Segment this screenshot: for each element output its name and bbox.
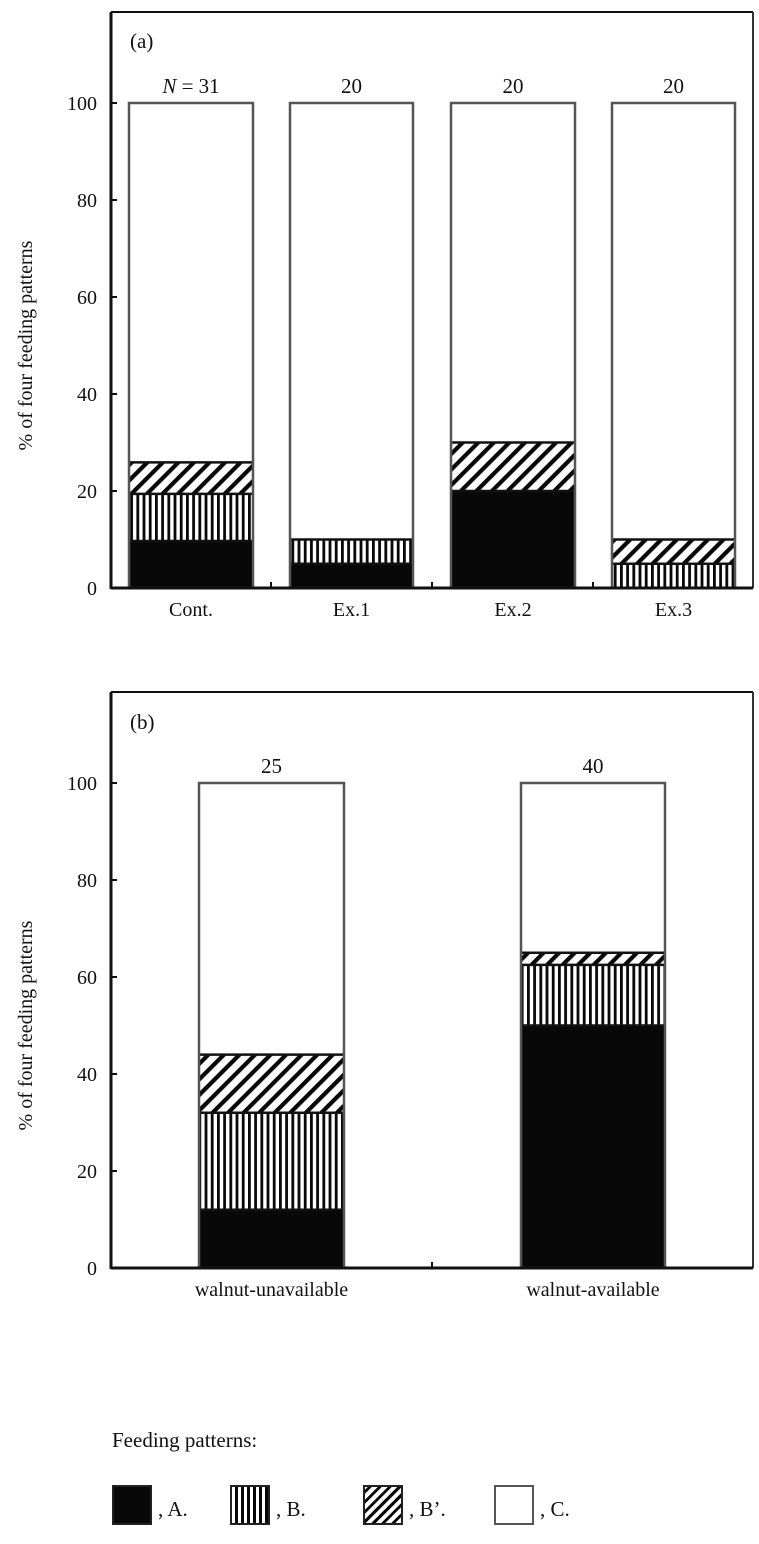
y-tick-label: 80 xyxy=(77,870,97,892)
bar-segment-b-prime xyxy=(129,462,253,494)
bar-ex-3 xyxy=(610,101,737,590)
bar-segment-b-prime xyxy=(199,1054,344,1113)
bar-segment-b xyxy=(129,493,253,541)
legend-item-a: , A. xyxy=(112,1484,188,1526)
y-tick-label: 40 xyxy=(77,1064,97,1086)
sample-size-label: 20 xyxy=(341,74,362,98)
y-tick-label: 0 xyxy=(87,1258,97,1280)
bar-ex-1 xyxy=(288,101,415,590)
bar-cont xyxy=(127,101,255,590)
bar-segment-a xyxy=(521,1025,665,1268)
legend-swatch-solid xyxy=(112,1485,152,1525)
x-tick-label: Cont. xyxy=(169,599,213,621)
y-axis-label: % of four feeding patterns xyxy=(15,240,37,450)
bar-segment-c xyxy=(129,102,253,463)
legend-label-c: , C. xyxy=(540,1496,570,1521)
legend-label-a: , A. xyxy=(158,1496,188,1521)
x-tick-label: walnut-unavailable xyxy=(195,1279,348,1301)
x-tick-label: Ex.2 xyxy=(494,599,531,621)
x-tick-label: Ex.1 xyxy=(333,599,370,621)
y-tick-label: 20 xyxy=(77,1161,97,1183)
sample-size-label: 25 xyxy=(261,754,282,778)
legend-title: Feeding patterns: xyxy=(112,1428,258,1452)
sample-size-label: 20 xyxy=(503,74,524,98)
panel-a: % of four feeding patterns (a) N = 31 Cont.… xyxy=(15,11,754,621)
legend-swatch-blank xyxy=(494,1485,534,1525)
legend-swatch-vertical-stripes xyxy=(230,1485,270,1525)
bar-segment-b xyxy=(612,563,735,588)
bar-ex-2 xyxy=(449,101,577,590)
legend-item-c: , C. xyxy=(494,1484,570,1526)
bar-segment-c xyxy=(521,783,665,953)
sample-size-label: N = 31 xyxy=(161,74,219,98)
sample-size-label: 20 xyxy=(663,74,684,98)
y-tick-label: 60 xyxy=(77,287,97,309)
y-tick-label: 60 xyxy=(77,967,97,989)
panel-b: % of four feeding patterns (b) 25 walnut-un… xyxy=(15,691,754,1301)
legend-label-b-prime: , B’. xyxy=(409,1496,446,1521)
y-axis-label: % of four feeding patterns xyxy=(15,920,37,1130)
bar-segment-b-prime xyxy=(612,539,735,564)
bar-segment-a xyxy=(129,540,253,588)
bar-segment-c xyxy=(612,103,735,540)
sample-size-label: 40 xyxy=(583,754,604,778)
bar-segment-c xyxy=(199,783,344,1055)
y-tick-label: 20 xyxy=(77,481,97,503)
bar-walnut-available xyxy=(519,781,667,1270)
bar-segment-b-prime xyxy=(521,952,665,965)
panel-label: (a) xyxy=(130,29,153,53)
y-tick-label: 80 xyxy=(77,190,97,212)
bar-walnut-unavailable xyxy=(197,781,346,1270)
bar-segment-b xyxy=(199,1112,344,1210)
bar-segment-a xyxy=(290,563,413,588)
legend: , A. , B. , B’. , C. xyxy=(112,1484,752,1526)
y-tick-label: 0 xyxy=(87,578,97,600)
legend-label-b: , B. xyxy=(276,1496,306,1521)
bar-segment-c xyxy=(451,103,575,443)
bar-segment-a xyxy=(199,1209,344,1268)
x-tick-label: Ex.3 xyxy=(655,599,692,621)
bar-segment-b-prime xyxy=(451,442,575,491)
panel-label: (b) xyxy=(130,710,155,734)
y-tick-label: 40 xyxy=(77,384,97,406)
bar-segment-b xyxy=(521,964,665,1026)
legend-swatch-diagonal-stripes xyxy=(363,1485,403,1525)
bar-segment-c xyxy=(290,103,413,540)
y-tick-label: 100 xyxy=(67,773,97,795)
bar-segment-a xyxy=(451,491,575,588)
legend-item-b: , B. xyxy=(230,1484,306,1526)
x-tick-label: walnut-available xyxy=(526,1279,659,1301)
legend-item-b-prime: , B’. xyxy=(363,1484,446,1526)
bar-segment-b xyxy=(290,539,413,564)
y-tick-label: 100 xyxy=(67,93,97,115)
